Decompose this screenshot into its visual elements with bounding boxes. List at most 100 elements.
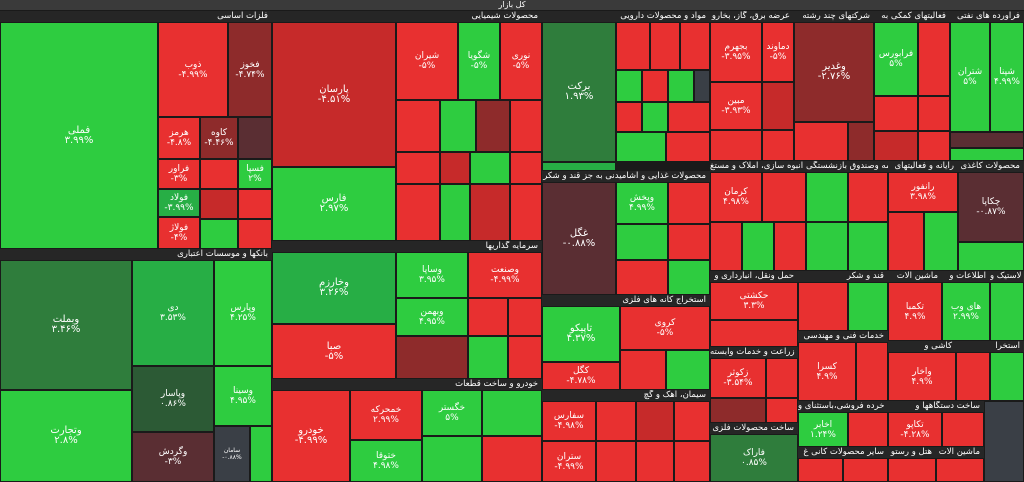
tile-vgardesh[interactable]: وگردش -۳%	[132, 432, 214, 482]
tile-small-fd-4[interactable]	[616, 260, 668, 295]
tile-small-re-3[interactable]	[742, 222, 774, 271]
tile-small-re-2[interactable]	[710, 222, 742, 271]
tile-small-pw-2[interactable]	[710, 130, 762, 161]
sector-retail[interactable]: خرده فروشی،باستثنای و اخابر ۱.۲۴%	[798, 401, 888, 447]
tile-zob[interactable]: ذوب -۴.۹۹%	[158, 22, 228, 117]
sector-transport[interactable]: حمل ونقل، انبارداری و حکشتی ۳.۳%	[710, 271, 798, 347]
tile-hesina[interactable]: های وب ۲.۹۹%	[942, 282, 990, 341]
tile-small-mu-2[interactable]	[848, 122, 874, 161]
tile-khegostar[interactable]: خگستر ۵%	[422, 390, 482, 436]
sector-invest[interactable]: سرمایه گذاریها وخارزم ۳.۲۶% صبا -۵% وساپا ۳…	[272, 241, 542, 379]
tile-vaghadir[interactable]: وغدیر -۲.۷۶%	[794, 22, 874, 122]
sector-mining[interactable]: استخراج کانه های فلزی تاپیکو ۴.۳۷% کگل -۴.…	[542, 295, 710, 390]
tile-small-iv-3[interactable]	[396, 336, 468, 379]
tile-small-cm-1[interactable]	[596, 401, 636, 441]
sector-it[interactable]: فراورده های نفتی شتران ۵% شپنا ۴.۹۹%	[950, 11, 1024, 161]
tile-tapico[interactable]: تاپیکو ۴.۳۷%	[542, 306, 620, 362]
tile-small-cp-1[interactable]	[888, 212, 924, 271]
tile-small-re-1[interactable]	[762, 172, 806, 222]
sector-pharma[interactable]: مواد و محصولات دارویی برکت ۱.۹۳%	[542, 11, 710, 171]
tile-small-chem-5[interactable]	[396, 152, 440, 184]
tile-small-metal-6[interactable]	[238, 219, 272, 249]
tile-hormoz[interactable]: هرمز -۴.۸%	[158, 117, 200, 159]
tile-small-ph-12[interactable]	[666, 132, 710, 162]
tile-small-pw-1[interactable]	[762, 82, 794, 130]
tile-small-cm-5[interactable]	[636, 441, 674, 482]
tile-vbahman[interactable]: وبهمن ۴.۹۵%	[396, 298, 468, 336]
tile-saman[interactable]: سامان -۰.۸۸%	[214, 426, 250, 482]
sector-agri[interactable]: زراعت و خدمات وابسته زکوثر -۳.۵۴%	[710, 347, 798, 423]
tile-small-iv-2[interactable]	[508, 298, 542, 336]
tile-ranfor[interactable]: رانفور ۳.۹۸%	[888, 172, 958, 212]
tile-farak[interactable]: فاراک ۰.۸۵%	[710, 434, 798, 482]
tile-small-ag-2[interactable]	[710, 398, 766, 423]
sector-metals[interactable]: فلزات اساسی فملی ۳.۹۹% ذوب -۴.۹۹% فخوز -۴.۷…	[0, 11, 272, 249]
tile-parsan[interactable]: پارسان -۴.۵۱%	[272, 22, 396, 167]
tile-famidar[interactable]: فرابورس ۵%	[874, 22, 918, 96]
tile-small-ph-8[interactable]	[616, 102, 642, 132]
sector-auto[interactable]: خودرو و ساخت قطعات خودرو -۴.۹۹% خمحرکه ۲.۹…	[272, 379, 542, 482]
tile-shpna[interactable]: شپنا ۴.۹۹%	[990, 22, 1024, 132]
tile-small-pp-1[interactable]	[958, 242, 1024, 271]
tile-small-fd-1[interactable]	[668, 182, 710, 224]
sector-computer[interactable]: رایانه و فعالیتهای رانفور ۳.۹۸%	[888, 161, 958, 271]
tile-small-ht-1[interactable]	[888, 458, 936, 482]
tile-vkharazm[interactable]: وخارزم ۳.۲۶%	[272, 252, 396, 324]
tile-small-md-1[interactable]	[942, 412, 984, 447]
tile-small-su-3[interactable]	[918, 96, 950, 131]
tile-small-su-1[interactable]	[918, 22, 950, 96]
tile-noori[interactable]: نوری -۵%	[500, 22, 542, 100]
tile-small-pw-3[interactable]	[762, 130, 794, 161]
tile-sterj[interactable]: ستران -۴.۹۹%	[542, 441, 596, 482]
tile-small-tr-1[interactable]	[710, 320, 798, 347]
tile-ksima[interactable]: کسرا ۴.۹%	[798, 342, 856, 401]
tile-small-metal-5[interactable]	[200, 219, 238, 249]
tile-small-ph-3[interactable]	[680, 22, 710, 70]
tile-small-chem-11[interactable]	[470, 184, 510, 241]
sector-rubber[interactable]: لاستیک و	[990, 271, 1024, 341]
tile-small-metal-2[interactable]	[200, 159, 238, 189]
tile-small-bk-1[interactable]	[250, 426, 272, 482]
tile-small-rt-1[interactable]	[848, 412, 888, 447]
sector-support[interactable]: فعالیتهای کمکی به فرابورس ۵%	[874, 11, 950, 161]
tile-thermal[interactable]: بجهرم -۳.۹۵%	[710, 22, 762, 82]
tile-small-cp-2[interactable]	[924, 212, 958, 271]
tile-di[interactable]: دی ۳.۵۳%	[132, 260, 214, 366]
tile-small-au-1[interactable]	[482, 390, 542, 436]
tile-small-chem-6[interactable]	[440, 152, 470, 184]
tile-shabandar[interactable]: شتران ۵%	[950, 22, 990, 132]
tile-chekapa[interactable]: چکاپا -۰.۸۷%	[958, 172, 1024, 242]
tile-vsina[interactable]: وسینا ۴.۹۵%	[214, 366, 272, 426]
tile-khodro[interactable]: خودرو -۴.۹۹%	[272, 390, 350, 482]
tile-small-cm-6[interactable]	[674, 441, 710, 482]
tile-small-ph-7[interactable]	[694, 70, 710, 102]
tile-small-fd-5[interactable]	[668, 260, 710, 295]
tile-small-ph-9[interactable]	[642, 102, 668, 132]
tile-small-su-2[interactable]	[874, 96, 918, 131]
tile-small-cm-3[interactable]	[674, 401, 710, 441]
tile-barekat[interactable]: برکت ۱.۹۳%	[542, 22, 616, 162]
sector-banks[interactable]: بانکها و موسسات اعتباری وبملت ۳.۴۶% وتجار…	[0, 249, 272, 482]
tile-small-re-4[interactable]	[774, 222, 806, 271]
tile-small-chem-3[interactable]	[476, 100, 510, 152]
tile-small-ph-2[interactable]	[650, 22, 680, 70]
tile-small-sg-1[interactable]	[798, 282, 848, 331]
tile-folazt[interactable]: فولاژ -۴%	[158, 217, 200, 249]
tile-small-it-2[interactable]	[950, 148, 1024, 161]
tile-teksh[interactable]: تکمبا ۴.۹%	[888, 282, 942, 341]
tile-small-su-5[interactable]	[918, 131, 950, 161]
tile-small-ph-6[interactable]	[668, 70, 694, 102]
tile-small-in-1[interactable]	[806, 172, 848, 222]
sector-sugar[interactable]: قند و شکر	[798, 271, 888, 331]
sector-realestate[interactable]: انبوه سازی، املاک و مستغ کرمان ۴.۹۸%	[710, 161, 806, 271]
tile-small-chem-7[interactable]	[470, 152, 510, 184]
tile-vpars[interactable]: وپارس ۴.۲۵%	[214, 260, 272, 366]
tile-khatoka[interactable]: ختوقا ۴.۹۸%	[350, 440, 422, 482]
tile-small-sg-2[interactable]	[848, 282, 888, 331]
sector-metalprod[interactable]: ساخت محصولات فلزی فاراک ۰.۸۵%	[710, 423, 798, 482]
tile-small-chem-10[interactable]	[440, 184, 470, 241]
tile-small-ag-3[interactable]	[766, 398, 798, 423]
tile-small-cm-4[interactable]	[596, 441, 636, 482]
sector-paper[interactable]: محصولات کاغذی چکاپا -۰.۸۷%	[958, 161, 1024, 271]
tile-foolad[interactable]: فولاد -۳.۹۹%	[158, 189, 200, 217]
